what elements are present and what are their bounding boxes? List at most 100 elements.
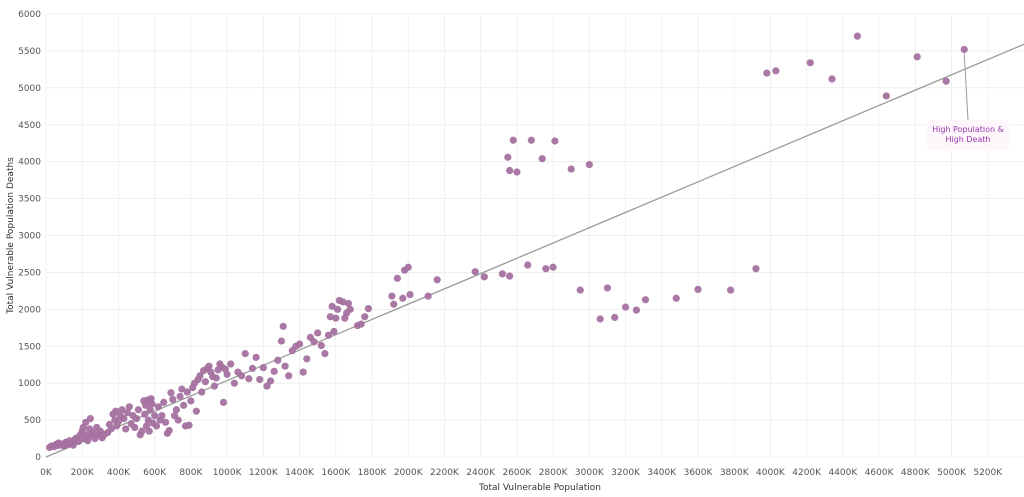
- y-tick-label: 6000: [18, 10, 41, 20]
- data-points: [46, 32, 968, 452]
- data-point: [632, 306, 641, 314]
- x-tick-label: 5200K: [973, 468, 1003, 478]
- data-point: [230, 379, 238, 387]
- x-tick-label: 4000K: [756, 468, 786, 478]
- data-point: [399, 294, 407, 302]
- x-tick-label: 5000K: [937, 468, 967, 478]
- data-point: [538, 155, 546, 163]
- data-point: [196, 372, 204, 380]
- data-point: [506, 272, 514, 280]
- data-point: [169, 395, 177, 404]
- data-point: [393, 274, 401, 282]
- data-point: [167, 389, 175, 397]
- data-point: [310, 338, 318, 346]
- y-tick-label: 1000: [18, 379, 41, 389]
- data-point: [317, 341, 325, 350]
- data-point: [603, 284, 612, 292]
- annotation: High Population & High Death: [927, 53, 1009, 150]
- data-point: [252, 353, 260, 361]
- data-point: [752, 265, 760, 273]
- data-point: [406, 290, 414, 299]
- data-point: [853, 32, 861, 40]
- x-tick-label: 4600K: [865, 468, 895, 478]
- data-point: [161, 418, 170, 426]
- data-point: [332, 314, 340, 322]
- data-point: [210, 382, 219, 390]
- x-axis: 0K 200K 400K 600K 800K 1000K 1200K 1400K 1600K 18…: [40, 468, 1003, 478]
- data-point: [828, 75, 836, 83]
- x-tick-label: 2400K: [466, 468, 496, 478]
- data-point: [152, 422, 161, 430]
- annotation-leader-line: [963, 53, 969, 121]
- y-tick-label: 3500: [18, 195, 41, 205]
- data-point: [694, 285, 702, 293]
- data-point: [641, 296, 650, 304]
- x-tick-label: 800K: [179, 468, 203, 478]
- data-point: [118, 406, 126, 414]
- data-point: [146, 406, 154, 414]
- data-point: [151, 412, 159, 420]
- data-point: [551, 137, 559, 145]
- data-point: [513, 168, 521, 176]
- data-point: [178, 385, 186, 393]
- annotation-text-line-2: High Death: [945, 135, 990, 144]
- data-point: [576, 286, 584, 294]
- data-point: [328, 302, 336, 310]
- data-point: [180, 401, 188, 409]
- data-point: [303, 355, 311, 363]
- data-point: [131, 423, 139, 432]
- data-point: [187, 397, 195, 405]
- data-point: [480, 273, 488, 281]
- x-tick-label: 1800K: [358, 468, 388, 478]
- x-tick-label: 0K: [40, 468, 53, 478]
- data-point: [527, 136, 535, 144]
- data-point: [361, 313, 369, 321]
- x-tick-label: 3800K: [720, 468, 750, 478]
- data-point: [772, 67, 780, 75]
- data-point: [509, 136, 517, 144]
- data-point: [148, 400, 156, 408]
- data-point: [183, 388, 191, 396]
- data-point: [160, 398, 168, 406]
- annotation-background: [927, 120, 1009, 150]
- data-point: [585, 161, 593, 169]
- x-tick-label: 200K: [71, 468, 95, 478]
- data-point: [154, 403, 162, 411]
- y-tick-label: 5000: [18, 84, 41, 94]
- data-point: [120, 415, 128, 423]
- data-point: [882, 92, 890, 100]
- x-tick-label: 3600K: [684, 468, 714, 478]
- data-point: [504, 153, 512, 161]
- data-point: [326, 313, 334, 321]
- data-point: [165, 426, 173, 435]
- x-tick-label: 2000K: [394, 468, 424, 478]
- data-point: [158, 412, 166, 420]
- data-point: [172, 406, 180, 414]
- data-point: [274, 356, 282, 364]
- data-point: [238, 372, 246, 380]
- data-point: [112, 407, 120, 415]
- data-point: [299, 368, 307, 376]
- data-point: [138, 427, 146, 435]
- x-tick-label: 1000K: [213, 468, 243, 478]
- data-point: [227, 360, 235, 368]
- x-tick-label: 4800K: [901, 468, 931, 478]
- data-point: [84, 437, 92, 445]
- data-point: [134, 406, 142, 414]
- data-point: [549, 263, 557, 271]
- x-tick-label: 2800K: [539, 468, 569, 478]
- data-point: [256, 375, 264, 384]
- y-tick-label: 2000: [18, 305, 41, 315]
- data-point: [123, 409, 132, 417]
- data-point: [506, 166, 514, 175]
- data-point: [498, 270, 506, 278]
- data-point: [279, 322, 287, 330]
- data-point: [621, 303, 630, 311]
- x-tick-label: 4400K: [828, 468, 858, 478]
- x-axis-title: Total Vulnerable Population: [478, 483, 601, 493]
- x-tick-label: 1200K: [249, 468, 279, 478]
- y-tick-label: 2500: [18, 268, 41, 278]
- data-point: [86, 415, 94, 423]
- grid-lines: [45, 13, 1024, 458]
